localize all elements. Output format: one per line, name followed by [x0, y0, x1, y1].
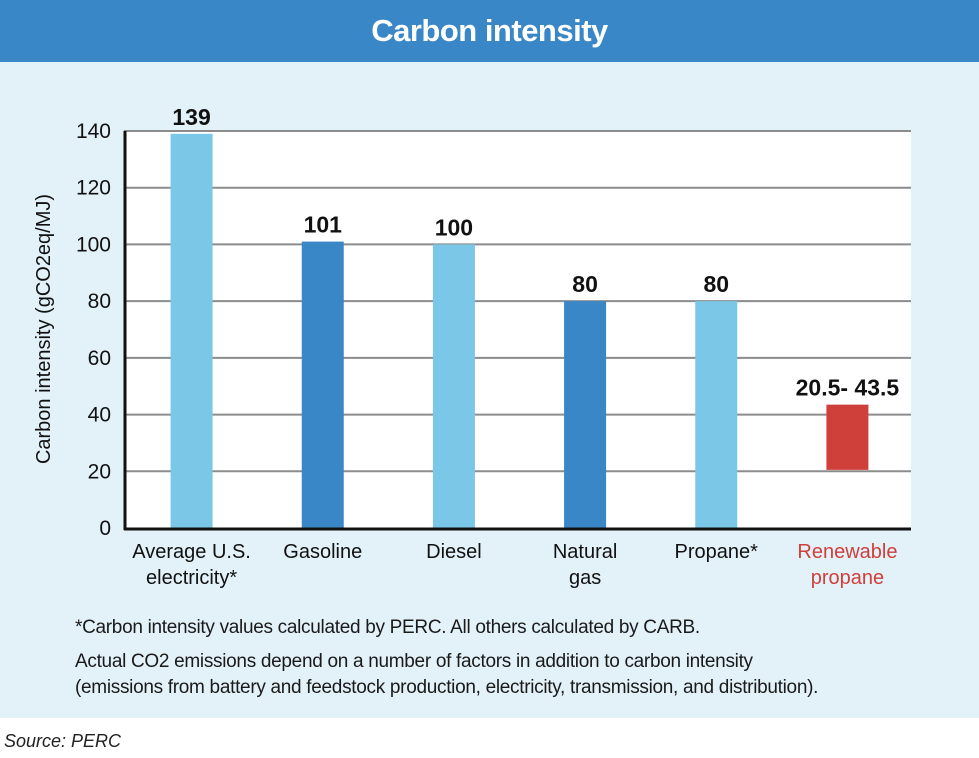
bar-chart: 0 20 40 60 80 100 120 140 Average U.S. electrici…: [33, 104, 911, 589]
footnote-emissions-line1: Actual CO2 emissions depend on a number …: [75, 651, 753, 672]
y-tick-label: 40: [88, 404, 111, 427]
y-tick-label: 60: [88, 347, 111, 370]
plot-area: [124, 131, 911, 528]
footnote-perc: *Carbon intensity values calculated by P…: [75, 617, 700, 638]
bar: [432, 244, 475, 528]
x-category-label: Gasoline: [283, 541, 362, 563]
bar-value-label: 100: [435, 214, 473, 240]
gridlines: [124, 130, 911, 473]
x-category-label: gas: [569, 567, 601, 589]
y-tick-label: 120: [76, 177, 111, 200]
y-tick-label: 80: [88, 290, 111, 313]
y-tick-label: 0: [99, 517, 111, 540]
bar: [564, 301, 607, 528]
x-category-label: Renewable: [797, 541, 897, 563]
y-tick-label: 140: [76, 120, 111, 143]
bar: [826, 404, 869, 470]
y-tick-label: 20: [88, 460, 111, 483]
bar-value-label: 20.5- 43.5: [796, 375, 900, 401]
bar: [695, 301, 738, 528]
x-category-label: Diesel: [426, 541, 482, 563]
value-labels: 139 101 100 80 80 20.5- 43.5: [172, 104, 899, 401]
chart-title: Carbon intensity: [0, 0, 979, 62]
bar-value-label: 80: [703, 271, 729, 297]
y-tick-label: 100: [76, 233, 111, 256]
bars: [170, 133, 869, 529]
x-category-label: Propane*: [675, 541, 759, 563]
bar: [170, 133, 213, 529]
x-category-label: propane: [811, 567, 884, 589]
bar-value-label: 80: [572, 271, 598, 297]
bar-value-label: 101: [304, 212, 343, 238]
source-credit: Source: PERC: [4, 731, 122, 751]
bar-value-label: 139: [172, 104, 210, 130]
x-category-label: Average U.S.: [132, 541, 251, 563]
axes: [123, 131, 911, 531]
y-axis-label: Carbon intensity (gCO2eq/MJ): [33, 194, 55, 464]
y-tick-labels: 0 20 40 60 80 100 120 140: [76, 120, 111, 540]
x-category-labels: Average U.S. electricity* Gasoline Diesel Na…: [132, 541, 897, 589]
footnote-emissions-line2: (emissions from battery and feedstock pr…: [75, 677, 819, 698]
bar: [301, 241, 344, 529]
x-category-label: electricity*: [146, 567, 237, 589]
x-category-label: Natural: [553, 541, 617, 563]
